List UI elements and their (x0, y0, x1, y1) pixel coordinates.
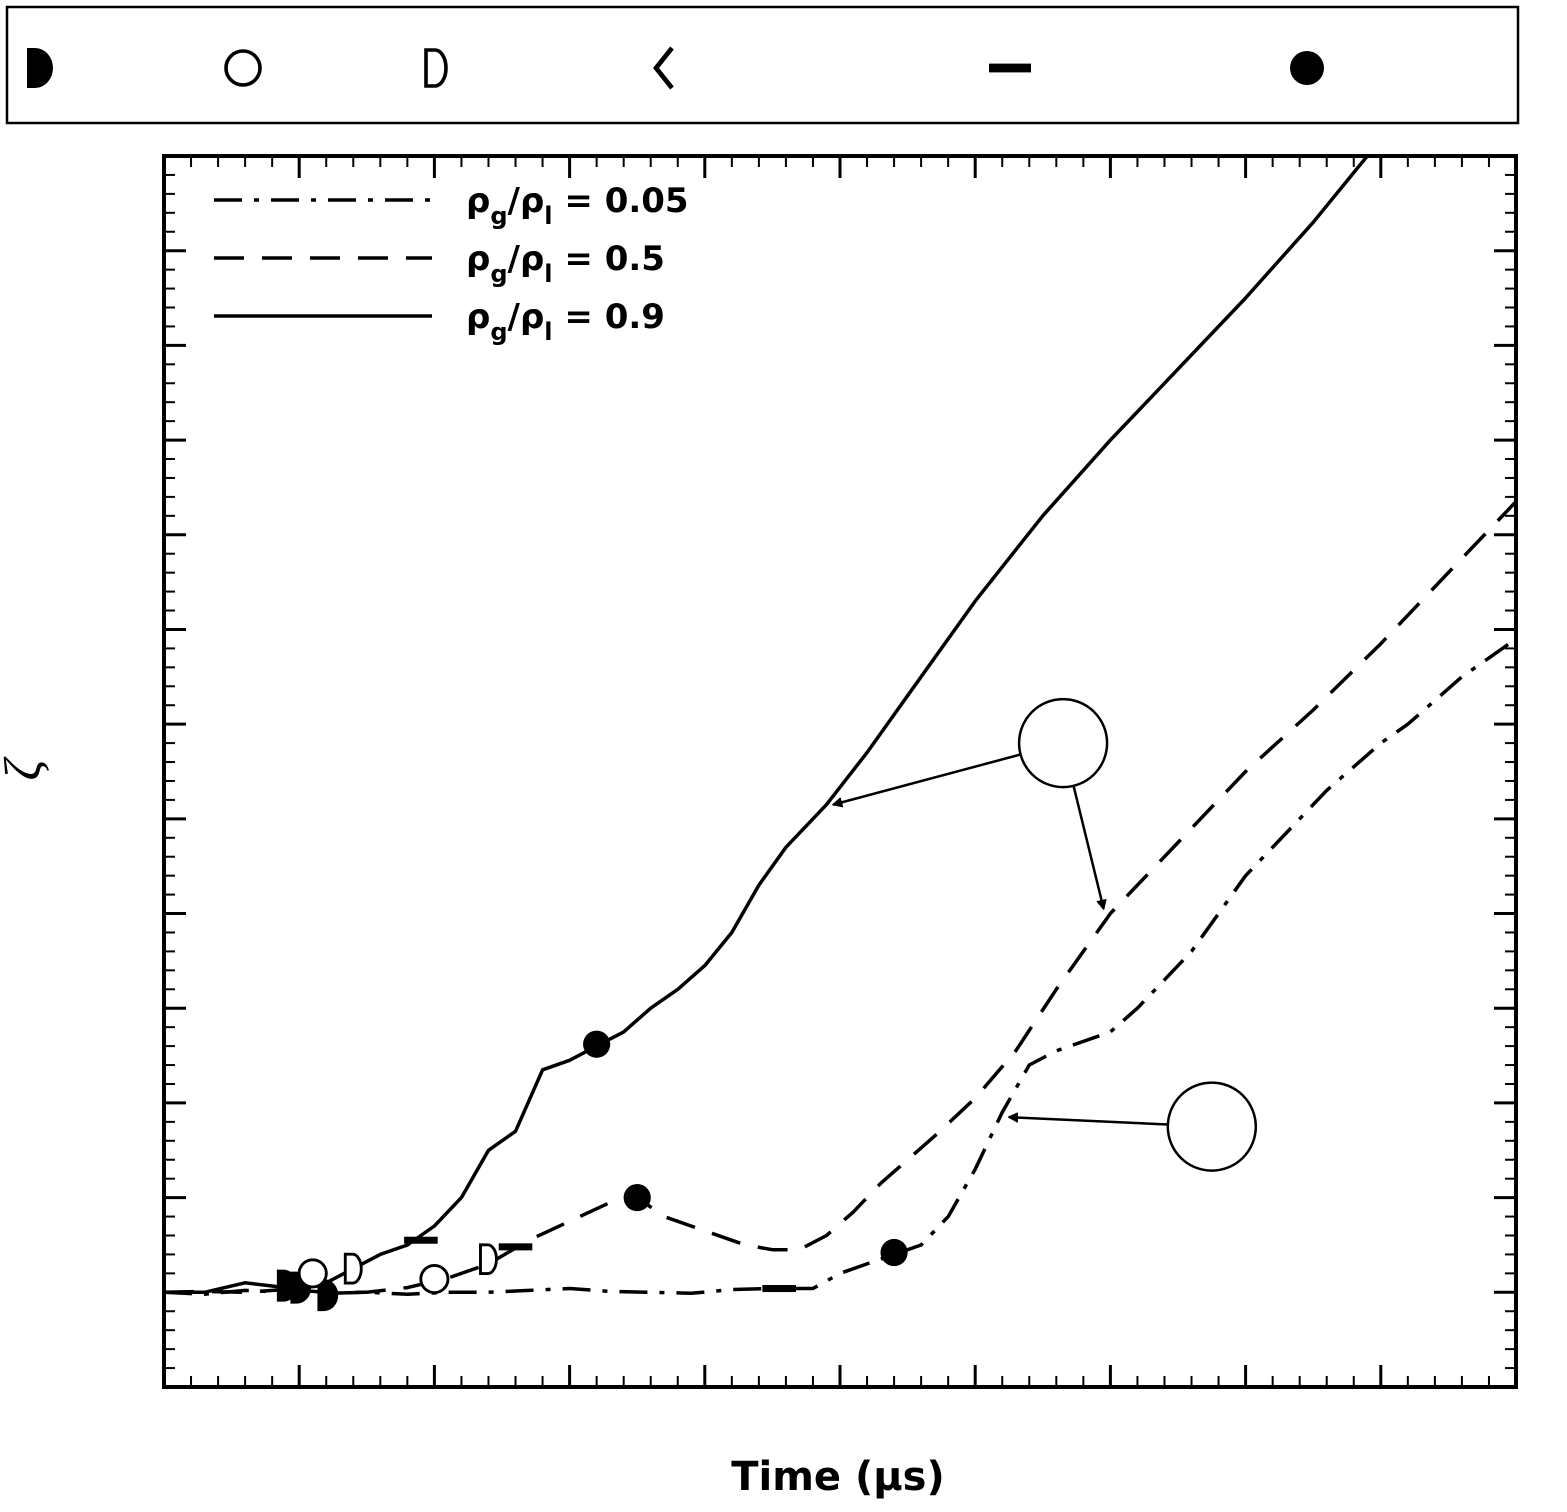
line-legend-text-legend_sub1: g (490, 260, 507, 288)
line-legend-label-1: ρg/ρl = 0.5 (466, 239, 665, 288)
marker-legend-lobe-icon-shape (27, 48, 53, 88)
series-1-ligament-marker (498, 1243, 533, 1251)
series-1-droplet-marker (623, 1184, 651, 1212)
marker-legend-lobe-icon (27, 48, 53, 88)
series-0-lobe-marker-shape (317, 1279, 339, 1312)
series-1-bridge-marker-shape (479, 1243, 498, 1276)
annotation-arrow (1072, 785, 1104, 909)
series-1-hole-marker-shape (297, 1258, 328, 1289)
line-legend-text-legend_value: = 0.9 (553, 297, 665, 337)
marker-legend-hole-icon (224, 49, 262, 87)
series-1-bridge-marker-shape (343, 1252, 363, 1285)
line-legend-text-legend_sub2: l (544, 260, 552, 288)
series-0-droplet-marker (880, 1238, 908, 1267)
series-0-lobe-marker (317, 1279, 339, 1312)
series-2-droplet-marker (583, 1030, 611, 1058)
marker-legend-bridge-icon (424, 48, 448, 88)
line-legend-text-legend_sub1: g (490, 318, 507, 346)
marker-legend-ligament-icon-shape (989, 63, 1031, 73)
line-legend-text-legend_sub1: g (490, 202, 507, 230)
marker-legend-ligament-icon (989, 63, 1031, 73)
series-2-lobe-marker (276, 1269, 298, 1302)
marker-legend-droplet-icon-shape (1290, 51, 1324, 85)
series-0-ligament-marker (762, 1285, 796, 1293)
annotation-arrow (833, 753, 1021, 804)
line-legend-label-2: ρg/ρl = 0.9 (466, 297, 665, 346)
line-legend-text-legend_value: = 0.5 (553, 239, 665, 279)
series-1-bridge-marker (343, 1252, 363, 1285)
line-legend-text-legend_base: ρ (466, 239, 490, 279)
series-0-hole-marker-shape (419, 1264, 450, 1295)
annotation-arrow (1009, 1117, 1168, 1126)
y-axis-label: ζ (0, 757, 52, 781)
marker-legend-corrugation-icon (653, 46, 674, 90)
marker-legend-hole-icon-shape (224, 49, 262, 87)
marker-legend-corrugation-icon-shape (653, 46, 674, 90)
annotation-circle (1017, 697, 1109, 789)
series-1-ligament-marker-shape (498, 1243, 533, 1251)
series-0-ligament-marker-shape (762, 1285, 796, 1293)
marker-legend-bridge-icon-shape (424, 48, 448, 88)
line-legend-text-legend_mid: /ρ (508, 239, 545, 279)
x-axis-label: Time (μs) (731, 1454, 945, 1500)
series-2-ligament-marker (404, 1236, 438, 1244)
line-legend-text-legend_mid: /ρ (508, 297, 545, 337)
plot-frame (162, 154, 1518, 1389)
line-legend-text-legend_mid: /ρ (508, 181, 545, 221)
series-line-2 (164, 154, 1369, 1295)
series-line-0 (163, 637, 1518, 1296)
series-2-lobe-marker-shape (276, 1269, 298, 1302)
line-legend-text-legend_base: ρ (466, 181, 490, 221)
series-1-bridge-marker (479, 1243, 498, 1276)
series-0-droplet-marker-shape (880, 1238, 908, 1267)
series-2-droplet-marker-shape (583, 1030, 611, 1058)
series-line-1 (163, 500, 1518, 1295)
series-1-droplet-marker-shape (623, 1184, 651, 1212)
series-1-hole-marker (297, 1258, 328, 1289)
line-legend-text-legend_sub2: l (544, 202, 552, 230)
annotation-circle (1166, 1081, 1258, 1172)
line-legend-label-0: ρg/ρl = 0.05 (466, 181, 689, 230)
series-0-hole-marker (419, 1264, 450, 1295)
series-2-ligament-marker-shape (404, 1236, 438, 1244)
marker-legend (5, 5, 1520, 125)
line-legend-text-legend_sub2: l (544, 318, 552, 346)
line-legend-text-legend_value: = 0.05 (553, 181, 689, 221)
marker-legend-droplet-icon (1290, 51, 1324, 85)
line-legend-text-legend_base: ρ (466, 297, 490, 337)
